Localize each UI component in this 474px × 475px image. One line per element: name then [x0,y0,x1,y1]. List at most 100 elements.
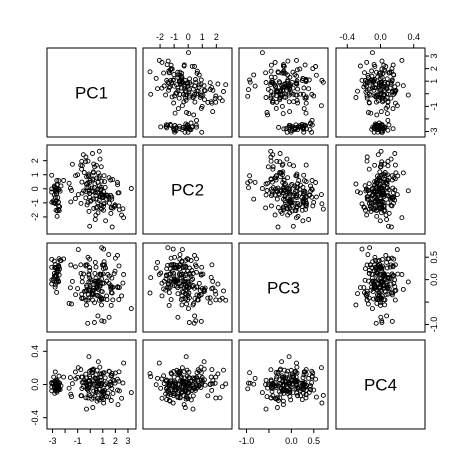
point-pc3-vs-pc1-101 [120,280,126,286]
point-pc3-vs-pc4-176 [364,297,370,303]
point-pc1-vs-pc2-167 [205,99,211,105]
point-pc3-vs-pc2-101 [165,280,171,286]
point-pc2-vs-pc3-89 [280,204,286,210]
point-pc4-vs-pc2-170 [202,382,208,388]
point-pc4-vs-pc1-179 [90,367,95,373]
point-pc3-vs-pc2-57 [179,247,185,253]
point-pc4-vs-pc1-121 [97,378,103,384]
tick-label-bottom-pc3-0: -1.0 [239,436,255,446]
point-pc3-vs-pc2-112 [185,297,191,303]
point-pc2-vs-pc4-116 [379,178,385,184]
point-pc3-vs-pc4-128 [362,290,367,296]
point-pc1-vs-pc3-120 [281,62,286,68]
point-pc4-vs-pc1-27 [54,389,60,395]
point-pc2-vs-pc4-83 [390,190,396,196]
point-pc4-vs-pc3-111 [295,393,301,399]
point-pc3-vs-pc4-125 [372,254,378,260]
point-pc2-vs-pc1-127 [100,189,106,195]
point-pc3-vs-pc2-126 [175,285,181,291]
point-pc1-vs-pc2-166 [195,88,201,94]
point-pc4-vs-pc2-122 [190,406,196,412]
point-pc1-vs-pc2-41 [189,63,195,69]
tick-label-right-pc1-2: -1 [429,102,439,110]
point-pc3-vs-pc2-71 [147,290,153,296]
point-pc1-vs-pc3-150 [246,87,251,93]
point-pc2-vs-pc3-169 [284,156,290,162]
tick-label-left-pc2-3: 1 [30,172,40,177]
point-pc4-vs-pc2-129 [170,400,176,406]
point-pc4-vs-pc1-165 [69,381,75,387]
point-pc1-vs-pc3-167 [270,99,276,105]
point-pc2-vs-pc3-138 [290,194,296,200]
point-pc2-vs-pc1-121 [97,194,103,200]
point-pc1-vs-pc3-174 [279,83,285,89]
point-pc1-vs-pc2-75 [181,86,187,92]
point-pc3-vs-pc4-103 [362,277,368,283]
point-pc4-vs-pc2-114 [171,369,177,374]
point-pc2-vs-pc3-118 [285,175,291,181]
point-pc3-vs-pc1-57 [75,247,81,253]
panel-frame-pc3-pc3 [238,242,329,333]
point-pc4-vs-pc1-98 [90,395,96,401]
point-pc3-vs-pc4-70 [369,306,375,312]
point-pc4-vs-pc1-63 [72,369,78,375]
point-pc4-vs-pc1-87 [112,370,118,376]
point-pc3-vs-pc1-138 [109,275,115,281]
point-pc2-vs-pc1-29 [52,194,58,200]
point-pc4-vs-pc1-85 [95,396,101,402]
point-pc2-vs-pc1-140 [83,154,89,160]
point-pc1-vs-pc2-156 [196,82,202,88]
point-pc1-vs-pc3-42 [297,66,303,72]
point-pc4-vs-pc1-38 [56,386,62,391]
point-pc3-vs-pc2-108 [192,262,198,268]
point-pc3-vs-pc4-124 [395,271,401,277]
point-pc2-vs-pc4-141 [378,148,384,154]
point-pc1-vs-pc3-119 [294,78,300,84]
point-pc1-vs-pc3-84 [303,110,309,116]
point-pc1-vs-pc2-126 [175,69,181,75]
point-pc2-vs-pc3-178 [265,164,271,170]
point-pc2-vs-pc4-98 [364,196,370,202]
point-pc4-vs-pc3-164 [281,375,287,381]
point-pc1-vs-pc4-73 [405,92,411,98]
point-pc1-vs-pc2-30 [182,129,188,135]
point-pc2-vs-pc3-52 [300,218,306,224]
point-pc2-vs-pc3-123 [300,191,306,196]
point-pc2-vs-pc1-53 [102,184,108,190]
point-pc4-vs-pc2-167 [205,393,211,399]
point-pc2-vs-pc1-147 [91,161,97,167]
point-pc3-vs-pc2-98 [175,291,181,297]
tick-label-top-pc4-2: 0.4 [407,32,420,42]
point-pc3-vs-pc4-156 [377,293,382,299]
point-pc3-vs-pc2-146 [209,262,215,268]
point-pc2-vs-pc3-103 [288,183,294,189]
point-pc4-vs-pc2-173 [208,374,214,380]
point-pc3-vs-pc4-179 [392,288,398,294]
point-pc3-vs-pc2-141 [223,297,229,303]
point-pc4-vs-pc1-174 [95,359,101,365]
point-pc1-vs-pc3-12 [276,124,282,130]
tick-label-bottom-pc1-4: 1 [100,436,105,446]
point-pc4-vs-pc3-146 [303,367,309,373]
point-pc4-vs-pc2-169 [215,371,221,377]
point-pc3-vs-pc1-60 [101,259,107,265]
point-pc1-vs-pc3-128 [275,70,281,76]
point-pc2-vs-pc3-149 [286,190,292,196]
point-pc1-vs-pc3-54 [294,67,300,73]
point-pc3-vs-pc4-129 [359,246,365,252]
point-pc2-vs-pc4-82 [357,190,363,196]
point-pc3-vs-pc2-91 [168,297,174,303]
point-pc3-vs-pc1-123 [87,265,93,271]
point-pc2-vs-pc1-150 [91,185,97,191]
point-pc4-vs-pc1-132 [119,395,125,401]
point-pc1-vs-pc3-148 [280,111,286,117]
point-pc4-vs-pc3-92 [313,376,319,382]
point-pc4-vs-pc2-179 [221,367,226,373]
point-pc1-vs-pc2-134 [174,90,180,96]
point-pc3-vs-pc2-153 [191,320,197,326]
point-pc2-vs-pc3-171 [264,188,270,193]
point-pc1-vs-pc4-101 [379,58,385,64]
point-pc1-vs-pc3-38 [293,122,299,128]
point-pc1-vs-pc3-117 [251,72,257,78]
point-pc2-vs-pc3-133 [285,201,291,207]
